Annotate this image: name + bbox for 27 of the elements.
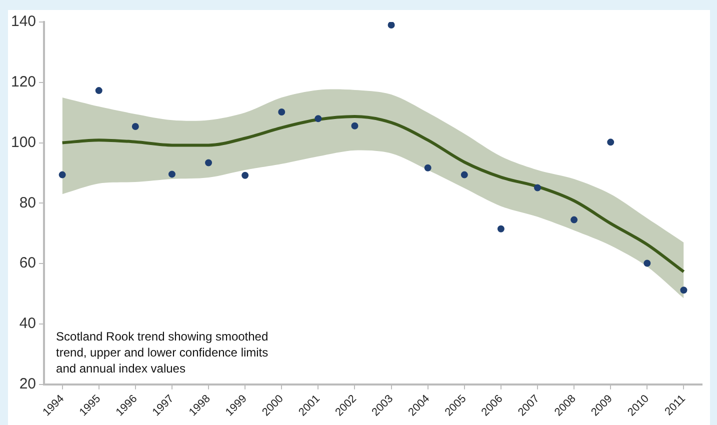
point [497,225,504,232]
point [242,172,249,179]
point [351,122,358,130]
point [278,108,286,116]
point [607,138,614,146]
point [314,115,322,122]
annotation: Scotland Rook trend showing smoothed trend, upper and lower confidence limits and annual index values [56,329,268,376]
y-tick-label: 80 [19,194,36,212]
point [460,171,468,178]
point [95,87,102,94]
y-tick-label: 140 [10,13,36,30]
y-tick-label: 100 [10,134,36,151]
line-series [60,115,686,274]
y-tick-label: 60 [19,254,36,272]
point [680,286,688,294]
point [644,260,651,267]
point [132,122,139,130]
point [168,170,176,178]
y-tick-label: 120 [10,74,36,91]
point [534,184,542,192]
point [388,22,395,29]
point [205,159,212,166]
y-tick-label: 20 [19,376,36,393]
point [58,171,66,178]
point [424,164,432,172]
y-tick-label: 40 [19,315,36,332]
point [570,216,578,224]
